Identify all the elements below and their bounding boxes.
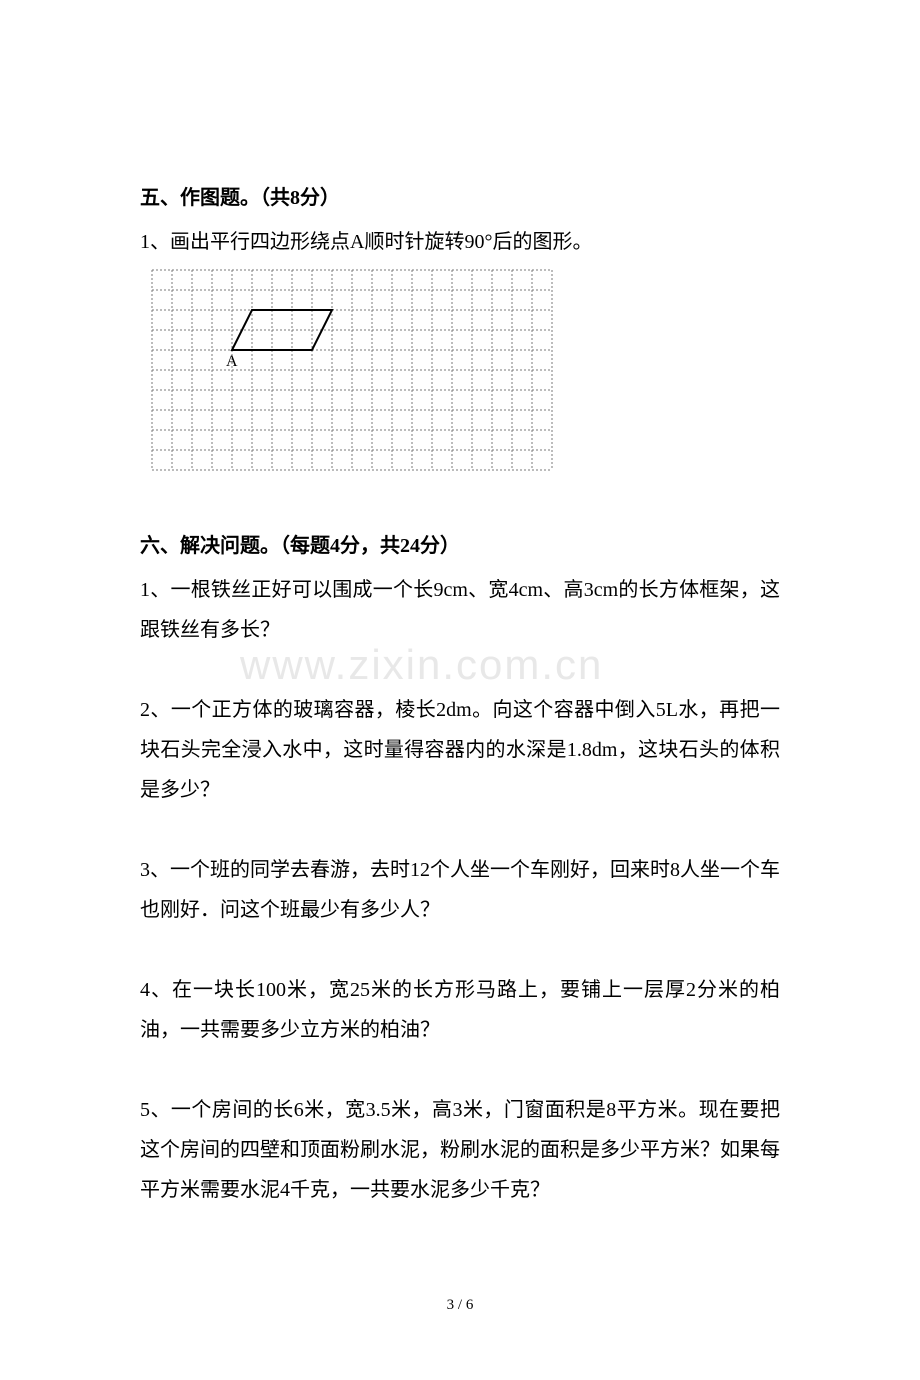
page-sep: /	[454, 1297, 466, 1313]
page-total: 6	[466, 1297, 474, 1313]
section6-heading: 六、解决问题。（每题4分，共24分）	[140, 526, 780, 566]
section6-q1: 1、一根铁丝正好可以围成一个长9cm、宽4cm、高3cm的长方体框架，这跟铁丝有…	[140, 570, 780, 650]
section6-q2-text: 2、一个正方体的玻璃容器，棱长2dm。向这个容器中倒入5L水，再把一块石头完全浸…	[140, 690, 780, 810]
section6-q3-text: 3、一个班的同学去春游，去时12个人坐一个车刚好，回来时8人坐一个车也刚好．问这…	[140, 850, 780, 930]
section5-q1-text: 1、画出平行四边形绕点A顺时针旋转90°后的图形。	[140, 222, 780, 262]
section6-q1-text: 1、一根铁丝正好可以围成一个长9cm、宽4cm、高3cm的长方体框架，这跟铁丝有…	[140, 570, 780, 650]
grid-figure: A	[150, 268, 780, 486]
section6-q5-text: 5、一个房间的长6米，宽3.5米，高3米，门窗面积是8平方米。现在要把这个房间的…	[140, 1090, 780, 1210]
section6-q5: 5、一个房间的长6米，宽3.5米，高3米，门窗面积是8平方米。现在要把这个房间的…	[140, 1090, 780, 1210]
section5-heading: 五、作图题。（共8分）	[140, 178, 780, 218]
section5-q1: 1、画出平行四边形绕点A顺时针旋转90°后的图形。 A	[140, 222, 780, 486]
point-a-label: A	[226, 353, 238, 370]
section6-q2: 2、一个正方体的玻璃容器，棱长2dm。向这个容器中倒入5L水，再把一块石头完全浸…	[140, 690, 780, 810]
page-number: 3 / 6	[140, 1290, 780, 1320]
grid-svg: A	[150, 268, 554, 472]
section6-q3: 3、一个班的同学去春游，去时12个人坐一个车刚好，回来时8人坐一个车也刚好．问这…	[140, 850, 780, 930]
section6-q4: 4、在一块长100米，宽25米的长方形马路上，要铺上一层厚2分米的柏油，一共需要…	[140, 970, 780, 1050]
section6-q4-text: 4、在一块长100米，宽25米的长方形马路上，要铺上一层厚2分米的柏油，一共需要…	[140, 970, 780, 1050]
